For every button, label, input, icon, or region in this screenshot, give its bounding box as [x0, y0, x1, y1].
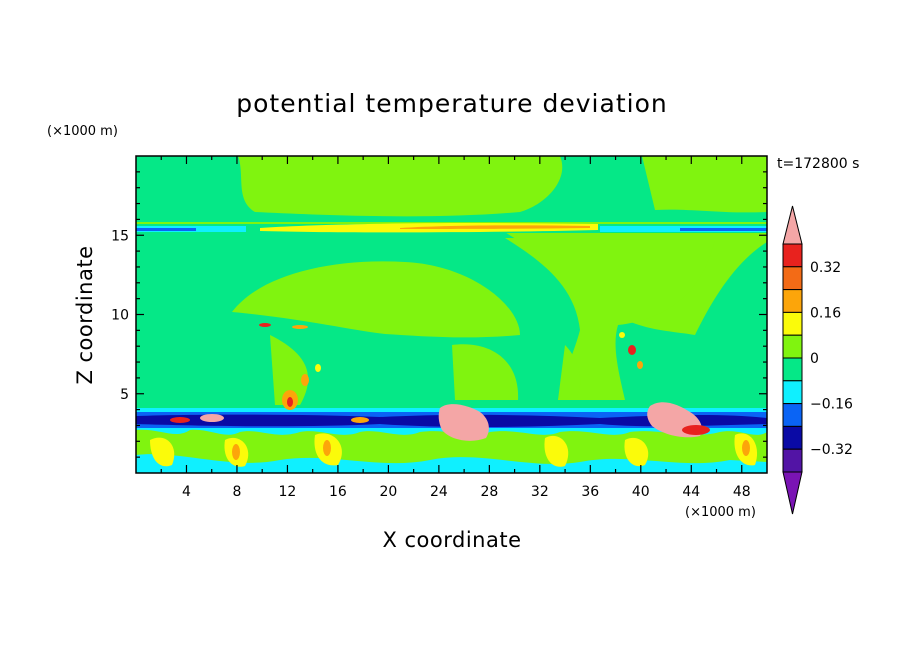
x-tick-label: 32	[531, 484, 549, 500]
contour-region	[315, 364, 321, 372]
contour-region	[682, 425, 710, 435]
colorbar-top-triangle	[782, 205, 803, 245]
contour-region	[287, 397, 293, 407]
x-unit-label: (×1000 m)	[685, 505, 756, 520]
x-tick-label: 8	[232, 484, 241, 500]
colorbar-swatch	[782, 243, 803, 268]
x-tick-label: 48	[733, 484, 751, 500]
x-tick-label: 28	[480, 484, 498, 500]
contour-field	[136, 156, 767, 473]
contour-region	[270, 335, 309, 405]
colorbar-swatch	[782, 334, 803, 359]
y-tick-label: 5	[120, 387, 129, 403]
colorbar-tick-label: 0.16	[810, 305, 841, 321]
contour-region	[544, 435, 569, 467]
contour-region	[170, 417, 190, 423]
colorbar-swatch	[782, 380, 803, 405]
x-tick-label: 40	[632, 484, 650, 500]
contour-region	[742, 440, 750, 456]
contour-region	[351, 417, 369, 423]
contour-region	[624, 437, 649, 467]
contour-region	[292, 325, 308, 329]
contour-region	[232, 261, 520, 338]
x-tick-label: 12	[279, 484, 297, 500]
contour-region	[558, 345, 581, 400]
contour-region	[505, 238, 715, 400]
x-axis: 4 8 12 16 20 24 28 32 36 40 44 48	[160, 156, 751, 500]
colorbar-swatch	[782, 403, 803, 427]
x-tick-label: 20	[379, 484, 397, 500]
chart-title: potential temperature deviation	[236, 89, 667, 118]
y-tick-label: 15	[111, 228, 129, 244]
contour-region	[136, 454, 767, 473]
colorbar-swatch	[782, 311, 803, 336]
colorbar-swatch	[782, 289, 803, 313]
contour-region	[452, 344, 519, 400]
contour-region	[301, 374, 309, 386]
contour-region	[680, 228, 767, 231]
contour-region	[136, 156, 767, 222]
colorbar: 0.32 0.16 0 −0.16 −0.32	[782, 205, 853, 515]
colorbar-tick-label: −0.32	[810, 442, 853, 458]
contour-region	[400, 225, 590, 229]
x-tick-label: 4	[182, 484, 191, 500]
x-tick-label: 24	[430, 484, 448, 500]
contour-region	[232, 444, 240, 460]
contour-region	[136, 228, 196, 231]
colorbar-tick-label: 0	[810, 351, 819, 367]
y-axis-label: Z coordinate	[73, 245, 97, 384]
x-tick-label: 36	[581, 484, 599, 500]
colorbar-swatch	[782, 357, 803, 382]
colorbar-tick-label: 0.32	[810, 260, 841, 276]
colorbar-swatch	[782, 425, 803, 450]
contour-region	[637, 361, 643, 369]
contour-region	[438, 404, 489, 441]
y-tick-label: 10	[111, 308, 129, 324]
colorbar-swatch	[782, 266, 803, 291]
contour-region	[150, 437, 175, 467]
y-unit-label: (×1000 m)	[47, 124, 118, 139]
y-axis: 5 10 15	[111, 171, 767, 458]
x-axis-label: X coordinate	[382, 528, 521, 552]
contour-region	[323, 440, 331, 456]
contour-region	[259, 323, 271, 327]
colorbar-tick-label: −0.16	[810, 397, 853, 413]
colorbar-bottom-triangle	[782, 471, 803, 515]
contour-region	[200, 414, 224, 422]
contour-region	[619, 332, 625, 338]
contour-region	[628, 345, 636, 355]
x-tick-label: 44	[682, 484, 700, 500]
colorbar-swatch	[782, 448, 803, 473]
time-label: t=172800 s	[777, 156, 859, 172]
x-tick-label: 16	[329, 484, 347, 500]
